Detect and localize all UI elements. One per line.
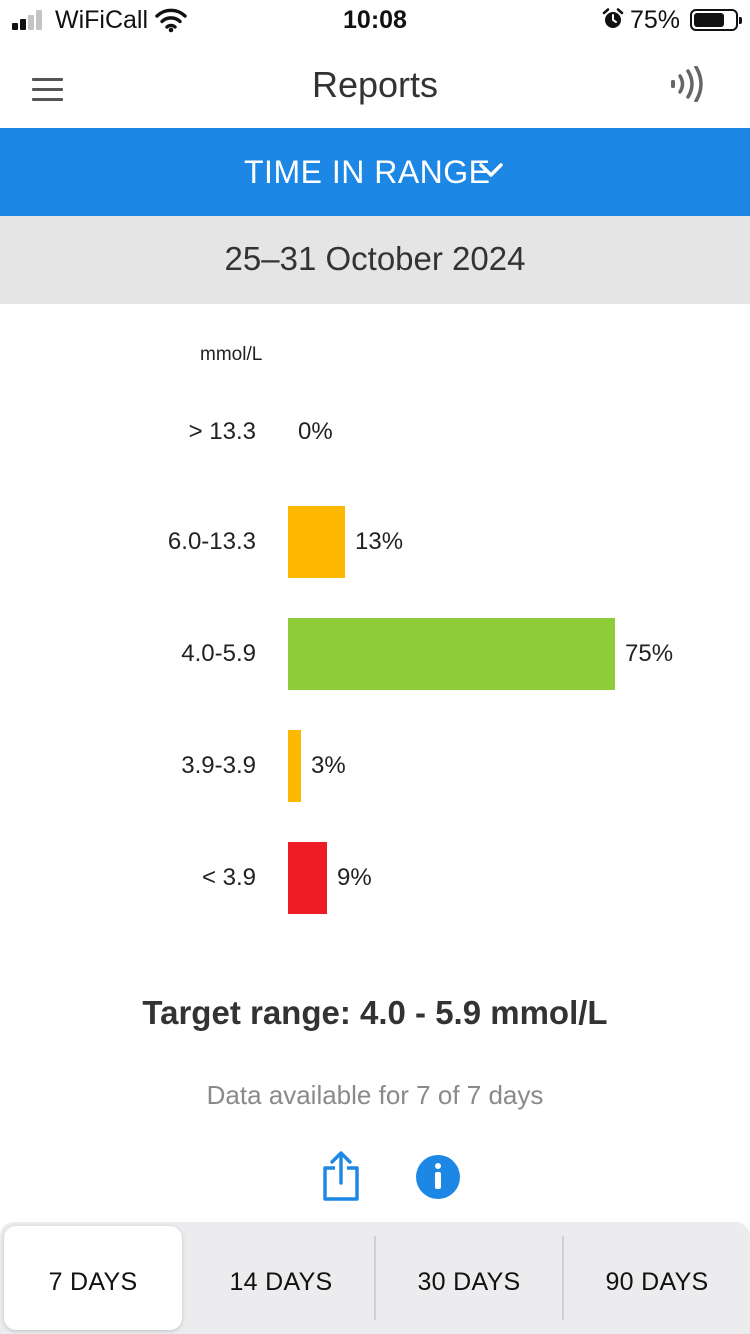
target-range-text: Target range: 4.0 - 5.9 mmol/L bbox=[142, 994, 608, 1031]
tab-label: 30 DAYS bbox=[417, 1268, 521, 1296]
chart-row: 3.9-3.9 3% bbox=[0, 730, 750, 802]
tab-label: 14 DAYS bbox=[229, 1268, 333, 1296]
range-label: 4.0-5.9 bbox=[181, 640, 256, 667]
page-title: Reports bbox=[311, 64, 439, 105]
range-label: > 13.3 bbox=[188, 418, 256, 445]
nav-bar: Reports bbox=[0, 40, 750, 128]
alarm-icon bbox=[602, 8, 624, 35]
share-icon[interactable] bbox=[322, 1150, 360, 1207]
tab-30-days[interactable]: 30 DAYS bbox=[376, 1226, 562, 1330]
tab-label: 7 DAYS bbox=[48, 1268, 138, 1296]
status-time: 10:08 bbox=[343, 6, 407, 34]
hamburger-menu-icon[interactable] bbox=[32, 78, 63, 102]
battery-percent: 75% bbox=[630, 6, 681, 34]
tab-14-days[interactable]: 14 DAYS bbox=[188, 1226, 374, 1330]
data-availability-text: Data available for 7 of 7 days bbox=[206, 1080, 544, 1110]
chart-row: < 3.9 9% bbox=[0, 842, 750, 914]
tab-90-days[interactable]: 90 DAYS bbox=[564, 1226, 750, 1330]
tab-label: 90 DAYS bbox=[605, 1268, 709, 1296]
range-bar bbox=[288, 506, 345, 578]
report-type-label: TIME IN RANGE bbox=[244, 154, 491, 190]
range-label: 3.9-3.9 bbox=[181, 752, 256, 779]
signal-icon bbox=[12, 10, 46, 30]
nfc-scan-icon[interactable] bbox=[668, 65, 708, 107]
percent-label: 0% bbox=[298, 418, 333, 445]
range-bar bbox=[288, 842, 327, 914]
chart-row: 6.0-13.3 13% bbox=[0, 506, 750, 578]
tab-7-days[interactable]: 7 DAYS bbox=[4, 1226, 182, 1330]
percent-label: 75% bbox=[625, 640, 674, 667]
status-bar: WiFiCall 10:08 75% bbox=[0, 0, 750, 40]
info-icon[interactable] bbox=[416, 1155, 460, 1199]
battery-icon bbox=[690, 9, 742, 31]
chart-row: > 13.3 0% bbox=[0, 396, 750, 468]
unit-label: mmol/L bbox=[200, 344, 263, 365]
date-range-band: 25–31 October 2024 bbox=[0, 216, 750, 304]
percent-label: 3% bbox=[311, 752, 346, 779]
tab-divider bbox=[374, 1236, 376, 1320]
range-bar bbox=[288, 730, 301, 802]
chevron-down-icon bbox=[478, 158, 504, 187]
range-bar bbox=[288, 618, 615, 690]
report-type-dropdown[interactable]: TIME IN RANGE bbox=[0, 128, 750, 216]
percent-label: 13% bbox=[355, 528, 404, 555]
range-label: 6.0-13.3 bbox=[167, 528, 256, 555]
date-range: 25–31 October 2024 bbox=[224, 240, 526, 277]
range-label: < 3.9 bbox=[201, 864, 256, 891]
period-segmented-control: 7 DAYS 14 DAYS 30 DAYS 90 DAYS bbox=[0, 1222, 750, 1334]
tab-divider bbox=[562, 1236, 564, 1320]
carrier-label: WiFiCall bbox=[55, 6, 149, 34]
chart-row: 4.0-5.9 75% bbox=[0, 618, 750, 690]
wifi-icon bbox=[155, 7, 187, 38]
percent-label: 9% bbox=[337, 864, 372, 891]
